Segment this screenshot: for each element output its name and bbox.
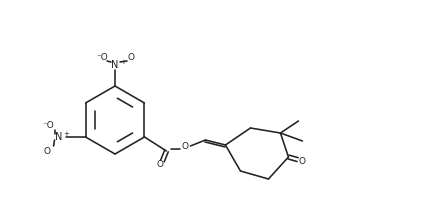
Text: O: O bbox=[43, 146, 50, 155]
Text: N: N bbox=[111, 60, 119, 70]
Text: O: O bbox=[299, 157, 306, 165]
Text: +: + bbox=[120, 59, 126, 65]
Text: N: N bbox=[55, 132, 62, 142]
Text: O: O bbox=[127, 53, 134, 61]
Text: ⁻O: ⁻O bbox=[43, 121, 54, 129]
Text: +: + bbox=[64, 131, 69, 137]
Text: O: O bbox=[157, 160, 164, 169]
Text: ⁻O: ⁻O bbox=[96, 53, 108, 61]
Text: O: O bbox=[182, 141, 189, 150]
